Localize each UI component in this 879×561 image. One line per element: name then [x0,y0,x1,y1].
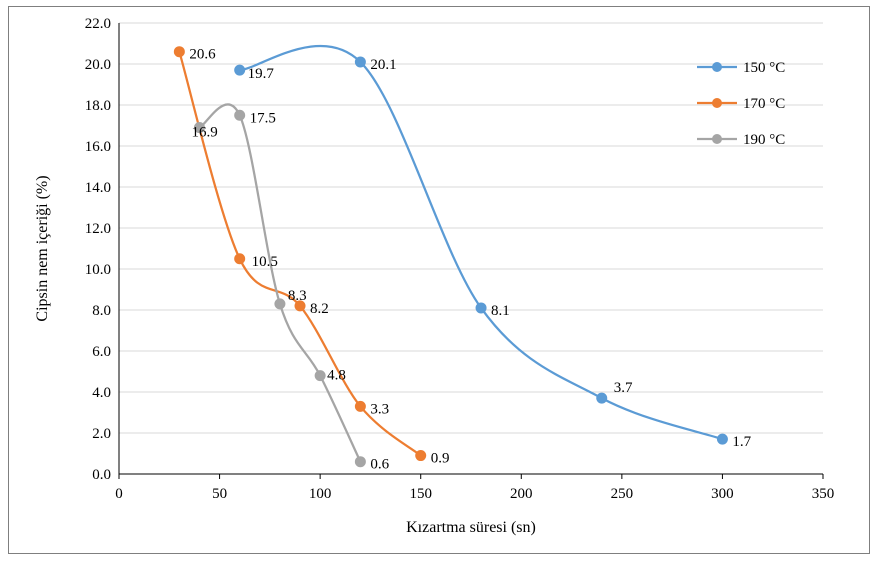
data-label: 3.7 [614,380,633,396]
data-point [354,456,366,468]
data-point [234,253,246,265]
data-label: 20.1 [370,57,396,73]
x-tick-label: 100 [309,486,332,502]
legend-marker [712,98,722,108]
data-point [475,302,487,314]
series-line-1 [178,51,422,457]
data-label: 0.6 [370,457,389,473]
data-point [596,392,608,404]
y-tick-label: 14.0 [85,180,111,196]
data-point [354,400,366,412]
x-axis-title: Kızartma süresi (sn) [406,519,536,536]
x-tick-label: 50 [212,486,227,502]
x-tick-label: 350 [812,486,835,502]
data-label: 17.5 [250,110,276,126]
x-tick-label: 250 [611,486,634,502]
y-tick-label: 0.0 [92,467,111,483]
y-tick-label: 12.0 [85,221,111,237]
series-line-2 [198,103,362,463]
gridlines [119,22,823,434]
y-tick-label: 8.0 [92,303,111,319]
legend: 150 °C 170 °C 190 °C [697,60,785,148]
y-axis-ticks: 0.0 2.0 4.0 6.0 8.0 10.0 12.0 14.0 16.0 18.0 20.0 2… [85,16,111,483]
y-tick-label: 2.0 [92,426,111,442]
data-label: 10.5 [252,254,278,270]
data-label: 8.1 [491,303,510,319]
legend-marker [712,62,722,72]
data-label: 19.7 [248,66,275,82]
data-label: 16.9 [191,125,217,141]
data-point [354,56,366,68]
data-point [193,122,205,134]
data-label: 8.3 [288,288,307,304]
data-point [234,64,246,76]
data-labels: 19.7 20.1 8.1 3.7 1.7 20.6 10.5 8.2 3.3 0.9 16.9 17… [189,47,751,473]
series-points [173,46,728,468]
legend-entry: 190 °C [743,132,785,148]
y-tick-label: 20.0 [85,57,111,73]
data-point [274,298,286,310]
data-point [294,300,306,312]
series-lines [178,44,723,463]
data-point [234,109,246,121]
legend-marker [712,134,722,144]
chart-frame: 0.0 2.0 4.0 6.0 8.0 10.0 12.0 14.0 16.0 18.0 20.0 2… [8,6,870,554]
data-label: 0.9 [431,451,450,467]
y-tick-label: 22.0 [85,16,111,32]
legend-entry: 170 °C [743,96,785,112]
data-label: 20.6 [189,47,216,63]
x-tick-label: 0 [115,486,123,502]
x-axis-ticks: 0 50 100 150 200 250 300 350 [115,474,834,502]
data-label: 4.8 [327,368,346,384]
y-tick-label: 4.0 [92,385,111,401]
data-label: 3.3 [370,401,389,417]
x-tick-label: 150 [409,486,432,502]
legend-entry: 150 °C [743,60,785,76]
data-point [716,433,728,445]
data-point [314,370,326,382]
data-label: 1.7 [732,434,751,450]
data-point [415,450,427,462]
y-tick-label: 10.0 [85,262,111,278]
data-point [173,46,185,58]
y-tick-label: 6.0 [92,344,111,360]
axes [118,23,823,475]
chart-svg: 0.0 2.0 4.0 6.0 8.0 10.0 12.0 14.0 16.0 18.0 20.0 2… [34,16,834,536]
x-tick-label: 300 [711,486,734,502]
y-axis-title: Cipsin nem içeriği (%) [34,175,51,321]
x-tick-label: 200 [510,486,533,502]
data-label: 8.2 [310,301,329,317]
y-tick-label: 16.0 [85,139,111,155]
y-tick-label: 18.0 [85,98,111,114]
series-line-0 [239,44,723,441]
